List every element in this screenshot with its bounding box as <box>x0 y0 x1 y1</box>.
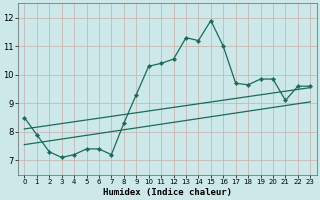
X-axis label: Humidex (Indice chaleur): Humidex (Indice chaleur) <box>103 188 232 197</box>
